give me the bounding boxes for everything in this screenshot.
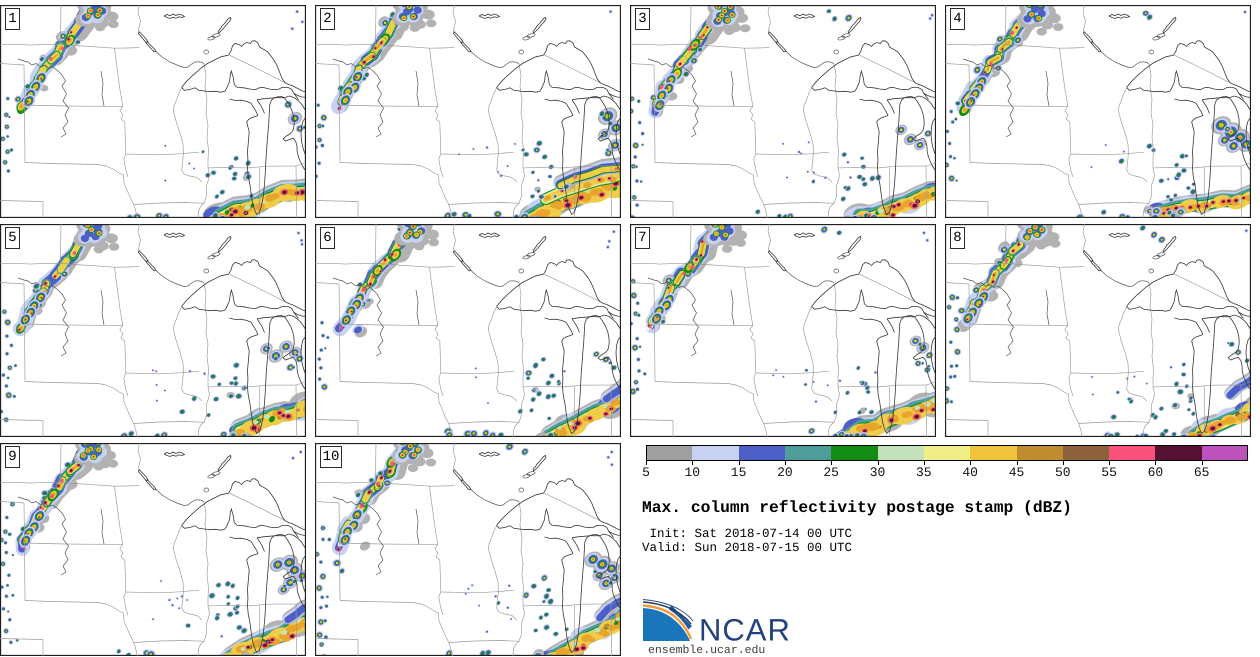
- svg-text:NCAR: NCAR: [699, 613, 791, 648]
